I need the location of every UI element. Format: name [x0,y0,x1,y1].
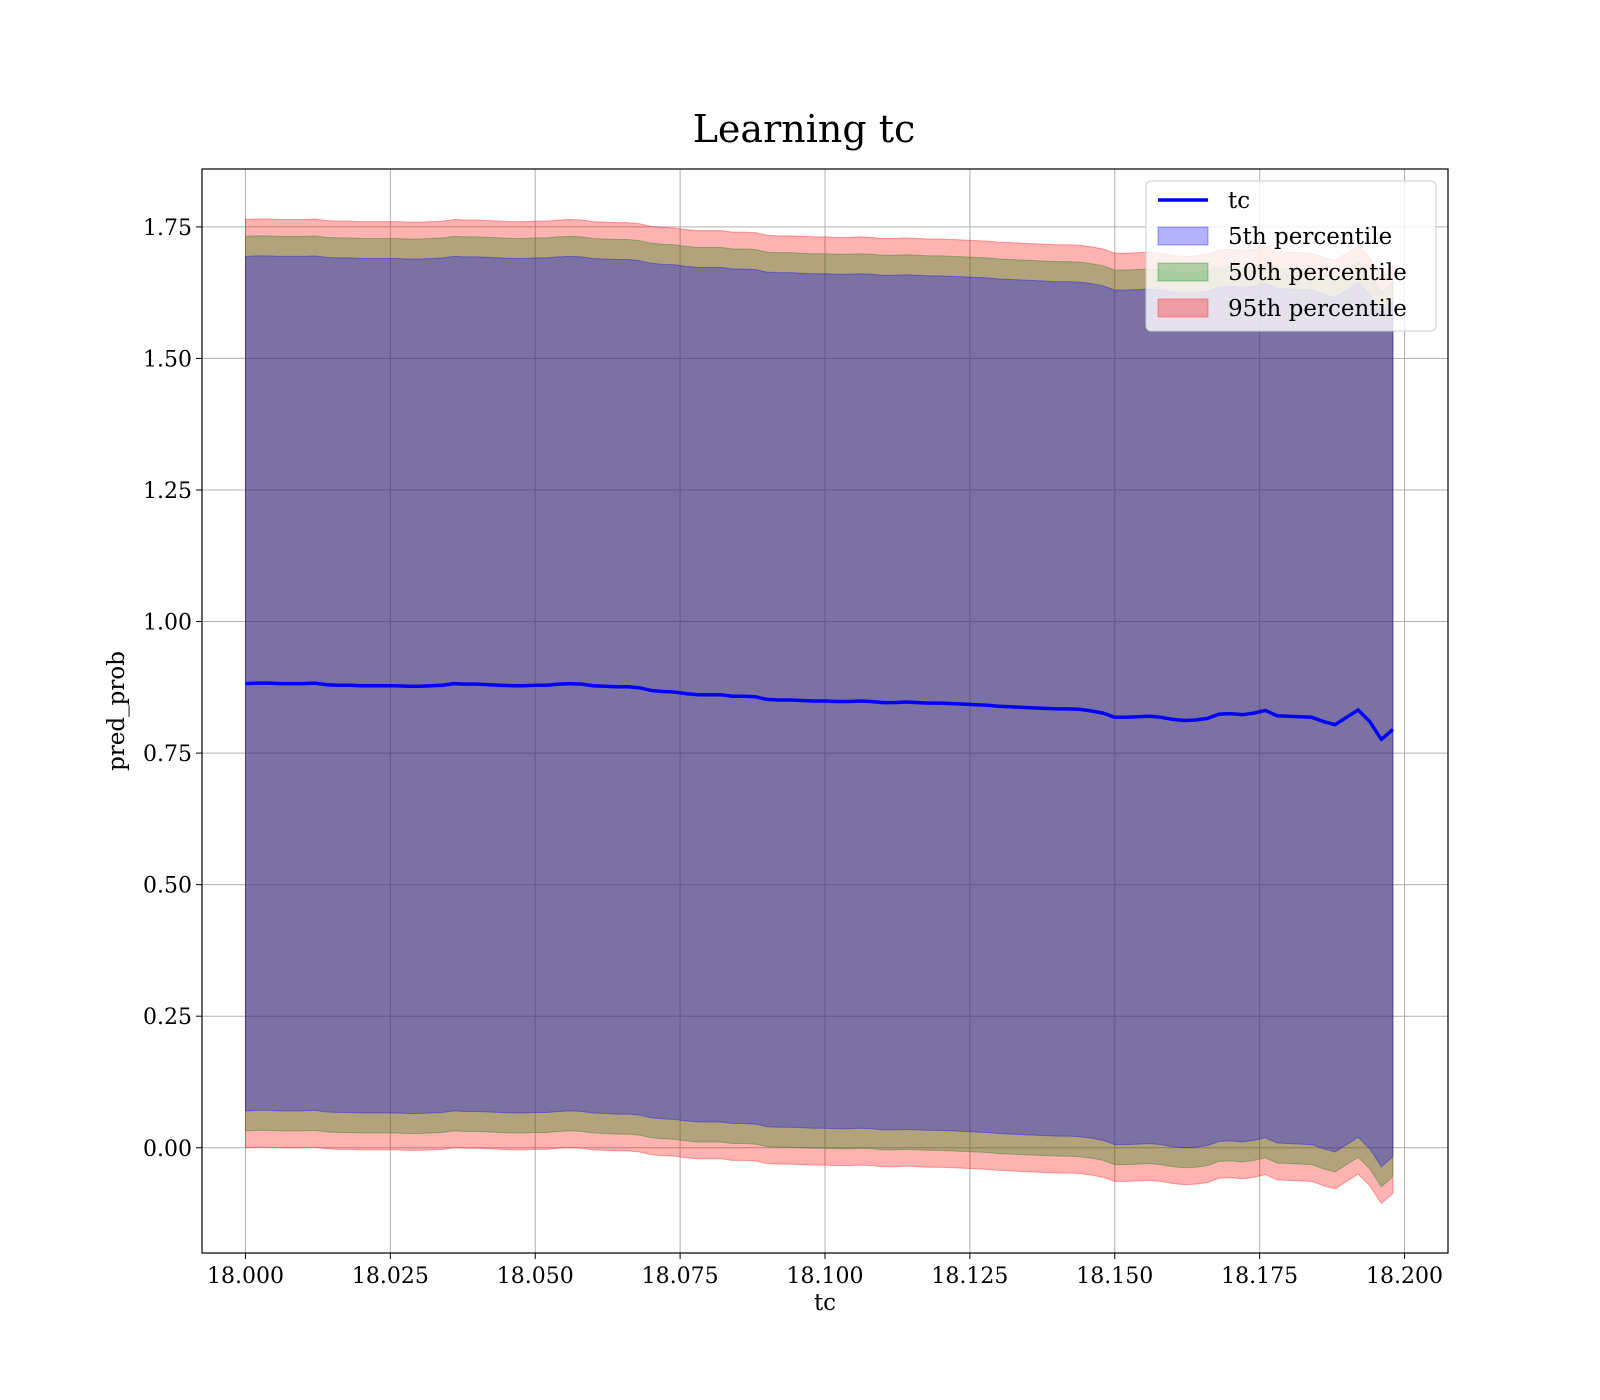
y-tick-label: 1.50 [143,347,192,372]
x-tick-label: 18.125 [931,1264,1008,1289]
x-tick-label: 18.000 [207,1264,284,1289]
x-tick-label: 18.025 [352,1264,429,1289]
x-tick-label: 18.075 [642,1264,719,1289]
legend-swatch-5th-percentile [1157,226,1209,246]
legend-label-95th-percentile: 95th percentile [1228,296,1407,322]
y-tick-label: 0.50 [143,874,192,899]
tc-series-line [245,681,1395,742]
y-tick-label: 1.00 [143,611,192,636]
legend-swatch-95th-percentile [1157,298,1209,318]
y-tick-label: 1.25 [143,479,192,504]
legend-box [1145,180,1437,332]
chart-title: Learning tc [693,107,916,151]
y-axis-ticks: 0.00 0.25 0.50 0.75 1.00 1.25 1.50 1.75 [143,216,202,1162]
y-axis-label: pred_prob [104,651,130,771]
percentile-bands [244,218,1394,1205]
y-tick-label: 0.25 [143,1005,192,1030]
legend: tc 5th percentile 50th percentile 95th perc… [1145,180,1437,332]
legend-label-5th-percentile: 5th percentile [1228,224,1392,250]
legend-label-tc: tc [1228,188,1250,214]
legend-label-50th-percentile: 50th percentile [1228,260,1407,286]
50th-percentile-band [244,235,1394,1188]
95th-percentile-band [244,218,1394,1205]
grid [202,169,1448,1253]
y-tick-label: 0.75 [143,742,192,767]
series-lines [245,681,1395,742]
x-tick-label: 18.150 [1076,1264,1153,1289]
y-tick-label: 0.00 [143,1137,192,1162]
5th-percentile-band [244,255,1394,1168]
x-tick-label: 18.100 [787,1264,864,1289]
x-tick-label: 18.050 [497,1264,574,1289]
x-tick-label: 18.200 [1366,1264,1443,1289]
x-axis-ticks: 18.000 18.025 18.050 18.075 18.100 18.125 18.1… [207,1253,1443,1289]
x-axis-label: tc [814,1290,836,1316]
y-tick-label: 1.75 [143,216,192,241]
legend-swatch-50th-percentile [1157,262,1209,282]
x-tick-label: 18.175 [1221,1264,1298,1289]
